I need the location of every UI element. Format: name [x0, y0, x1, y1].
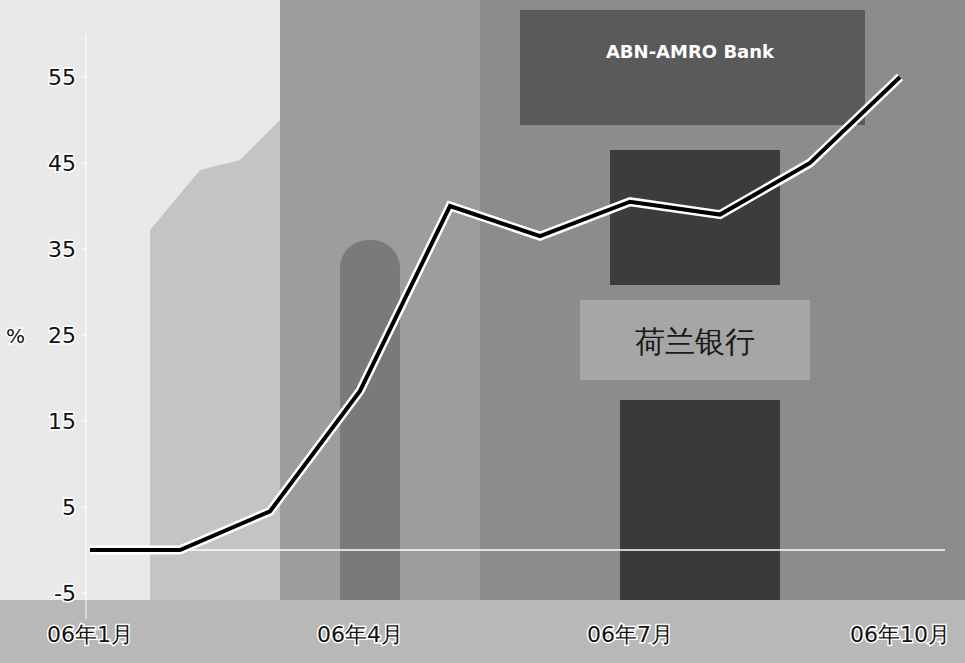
window	[610, 150, 780, 285]
far-building	[150, 120, 300, 663]
plot-area	[90, 77, 900, 550]
y-tick-label: 45	[48, 151, 76, 176]
bank-sign	[520, 10, 865, 125]
y-tick-label: -5	[54, 581, 76, 606]
arch	[340, 240, 400, 663]
y-tick	[82, 421, 86, 422]
y-tick-label: 15	[48, 409, 76, 434]
y-axis	[86, 34, 87, 619]
y-tick	[82, 593, 86, 594]
x-tick-label: 06年10月	[850, 622, 950, 647]
y-tick-label: 5	[62, 495, 76, 520]
x-tick-label: 06年1月	[47, 622, 133, 647]
y-tick	[82, 249, 86, 250]
street	[0, 600, 965, 663]
y-tick-label: 55	[48, 65, 76, 90]
y-tick	[82, 507, 86, 508]
x-axis	[90, 549, 945, 551]
y-tick	[82, 77, 86, 78]
sign-text: ABN-AMRO Bank	[606, 41, 775, 62]
y-axis-label: %	[6, 324, 25, 348]
line	[90, 77, 900, 550]
line-halo	[90, 77, 900, 550]
y-tick-label: 35	[48, 237, 76, 262]
y-tick	[82, 335, 86, 336]
y-tick-label: 25	[48, 323, 76, 348]
y-tick	[82, 163, 86, 164]
plaque-frame	[580, 300, 810, 380]
sky	[0, 0, 965, 663]
x-tick-label: 06年4月	[317, 622, 403, 647]
main-building	[480, 0, 965, 663]
plaque-text: 荷兰银行	[635, 324, 755, 359]
x-tick-label: 06年7月	[587, 622, 673, 647]
